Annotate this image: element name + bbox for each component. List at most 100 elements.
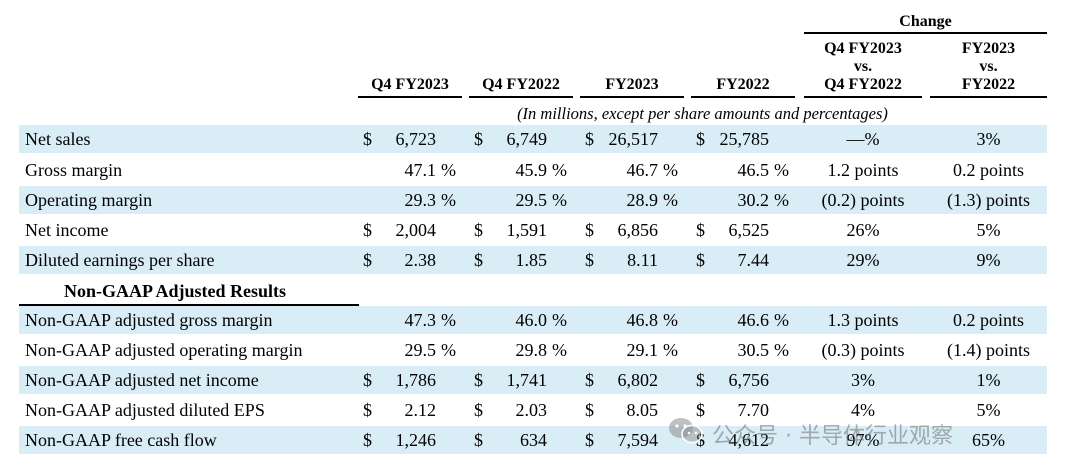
row-label: Non-GAAP adjusted operating margin (25, 340, 303, 360)
change-fy-value: (1.3) points (947, 190, 1030, 210)
col-underline-4 (691, 96, 795, 98)
cell-value: 1,786 (395, 370, 437, 390)
percent-sign: % (774, 190, 789, 210)
cell-value: 6,749 (506, 129, 548, 149)
cell-value: 2,004 (395, 220, 437, 240)
change-fy-value: 65% (972, 430, 1005, 450)
dollar-sign: $ (696, 430, 705, 450)
dollar-sign: $ (363, 250, 372, 270)
cell-value: 6,802 (617, 370, 659, 390)
change-q-value: 1.3 points (827, 310, 899, 330)
cell-value: 30.2 (737, 190, 770, 210)
dollar-sign: $ (474, 370, 483, 390)
change-q-underline (804, 96, 922, 98)
change-fy-value: 5% (976, 400, 1001, 420)
row-label: Non-GAAP adjusted net income (25, 370, 259, 390)
percent-sign: % (441, 190, 456, 210)
row-label: Non-GAAP adjusted diluted EPS (25, 400, 265, 420)
change-fy-value: 9% (976, 250, 1001, 270)
dollar-sign: $ (585, 220, 594, 240)
table-row: Non-GAAP adjusted operating margin 29.5% 2… (19, 336, 1047, 364)
change-fy-value: (1.4) points (947, 340, 1030, 360)
dollar-sign: $ (696, 129, 705, 149)
change-fy-line2: vs. (979, 58, 998, 75)
cell-value: 2.12 (404, 400, 437, 420)
col-header-fy2022: FY2022 (716, 76, 770, 93)
percent-sign: % (441, 160, 456, 180)
cell-value: 46.7 (626, 160, 659, 180)
change-fy-line1: FY2023 (961, 40, 1016, 57)
change-fy-value: 3% (976, 129, 1001, 149)
row-label: Operating margin (25, 190, 153, 210)
percent-sign: % (774, 160, 789, 180)
change-fy-value: 0.2 points (952, 160, 1024, 180)
dollar-sign: $ (474, 430, 483, 450)
dollar-sign: $ (363, 430, 372, 450)
cell-value: 2.03 (515, 400, 548, 420)
col-header-q4-fy2022: Q4 FY2022 (482, 76, 560, 93)
watermark: 公众号 · 半导体行业观察 (668, 412, 1048, 452)
dollar-sign: $ (585, 370, 594, 390)
change-q-value: 26% (846, 220, 880, 240)
cell-value: 47.3 (404, 310, 437, 330)
row-label: Gross margin (25, 160, 123, 180)
dollar-sign: $ (363, 370, 372, 390)
dollar-sign: $ (696, 370, 705, 390)
change-q-line3: Q4 FY2022 (824, 76, 902, 93)
change-fy-value: 1% (976, 370, 1001, 390)
table-row: Operating margin 29.3% 29.5% 28.9% 30.2% (0.2… (19, 186, 1047, 214)
percent-sign: % (552, 190, 567, 210)
table-row: Non-GAAP adjusted gross margin 47.3% 46.0%… (19, 306, 1047, 334)
dollar-sign: $ (585, 129, 594, 149)
cell-value: 6,525 (728, 220, 770, 240)
cell-value: 47.1 (404, 160, 437, 180)
change-q-value: 3% (851, 370, 875, 390)
units-note: (In millions, except per share amounts a… (517, 104, 888, 123)
dollar-sign: $ (474, 400, 483, 420)
cell-value: 29.3 (404, 190, 437, 210)
cell-value: 46.0 (515, 310, 548, 330)
percent-sign: % (774, 340, 789, 360)
col-underline-3 (580, 96, 684, 98)
section-title: Non-GAAP Adjusted Results (64, 281, 287, 301)
cell-value: 25,785 (719, 129, 770, 149)
cell-value: 8.11 (627, 250, 658, 270)
dollar-sign: $ (696, 220, 705, 240)
dollar-sign: $ (585, 430, 594, 450)
row-label: Non-GAAP adjusted gross margin (25, 310, 273, 330)
table-row: Net income $2,004 $1,591 $6,856 $6,525 26% 5% (19, 216, 1047, 244)
section-underline (19, 304, 359, 306)
cell-value: 8.05 (626, 400, 659, 420)
change-fy-value: 5% (976, 220, 1001, 240)
col-header-fy2023: FY2023 (605, 76, 659, 93)
cell-value: 29.1 (626, 340, 659, 360)
row-label: Net income (25, 220, 109, 240)
cell-value: 28.9 (626, 190, 659, 210)
col-underline-2 (469, 96, 573, 98)
change-q-value: 1.2 points (827, 160, 899, 180)
cell-value: 6,723 (395, 129, 437, 149)
change-q-line1: Q4 FY2023 (824, 40, 902, 57)
table-row: Non-GAAP adjusted diluted EPS $2.12 $2.03 $… (19, 396, 1047, 424)
dollar-sign: $ (363, 129, 372, 149)
cell-value: 7.44 (737, 250, 770, 270)
percent-sign: % (663, 160, 678, 180)
cell-value: 26,517 (608, 129, 659, 149)
percent-sign: % (552, 340, 567, 360)
change-q-value: (0.3) points (821, 340, 905, 360)
dollar-sign: $ (474, 129, 483, 149)
change-fy-value: 0.2 points (952, 310, 1024, 330)
change-q-line2: vs. (853, 58, 873, 75)
dollar-sign: $ (696, 250, 705, 270)
cell-value: 46.6 (737, 310, 770, 330)
watermark-text: 公众号 · 半导体行业观察 (712, 424, 953, 449)
change-q-value: 4% (851, 400, 875, 420)
cell-value: 29.8 (515, 340, 548, 360)
cell-value: 1,741 (506, 370, 548, 390)
cell-value: 2.38 (404, 250, 437, 270)
table-row: Diluted earnings per share $2.38 $1.85 $8.1… (19, 246, 1047, 274)
row-label: Diluted earnings per share (25, 250, 215, 270)
table-row: Gross margin 47.1% 45.9% 46.7% 46.5% 1.2 poin… (19, 156, 1047, 184)
cell-value: 45.9 (515, 160, 548, 180)
percent-sign: % (441, 340, 456, 360)
